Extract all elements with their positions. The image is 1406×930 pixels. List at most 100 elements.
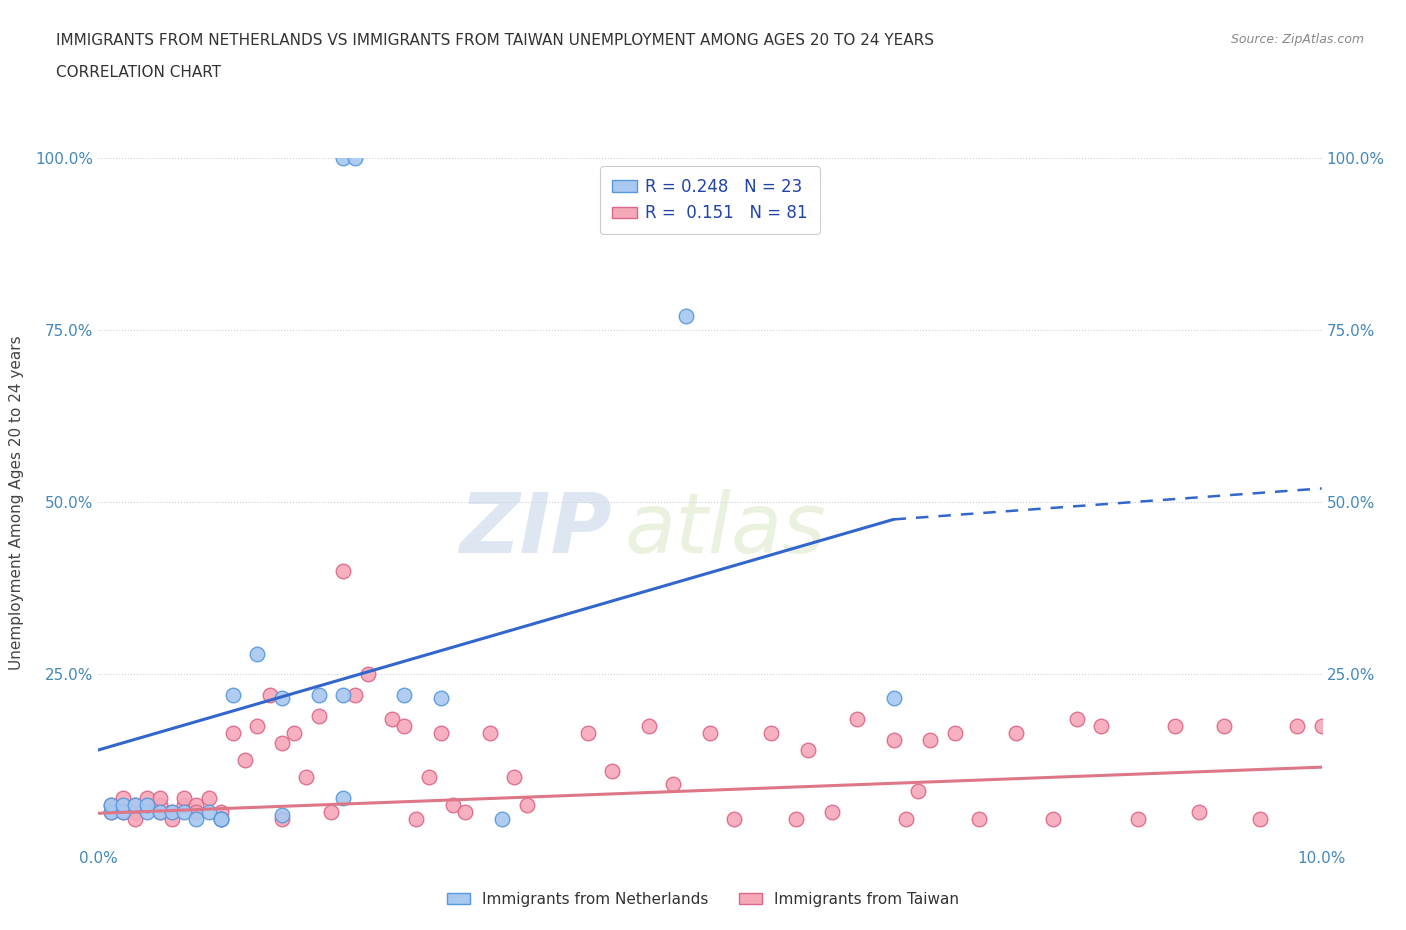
Point: [186, 811, 208, 826]
Point: [356, 667, 378, 682]
Point: [160, 811, 183, 826]
Point: [1310, 719, 1333, 734]
Point: [270, 811, 292, 826]
Point: [491, 811, 513, 826]
Point: [675, 309, 697, 324]
Point: [173, 804, 195, 819]
Point: [209, 811, 232, 826]
Point: [332, 687, 354, 702]
Point: [405, 811, 427, 826]
Point: [136, 790, 159, 805]
Point: [907, 784, 929, 799]
Point: [1188, 804, 1211, 819]
Point: [797, 742, 820, 757]
Point: [136, 798, 159, 813]
Y-axis label: Unemployment Among Ages 20 to 24 years: Unemployment Among Ages 20 to 24 years: [10, 335, 24, 670]
Point: [454, 804, 477, 819]
Point: [186, 798, 208, 813]
Point: [111, 798, 134, 813]
Point: [270, 736, 292, 751]
Point: [418, 770, 440, 785]
Point: [600, 764, 623, 778]
Point: [967, 811, 990, 826]
Point: [270, 691, 292, 706]
Point: [222, 725, 245, 740]
Point: [1042, 811, 1064, 826]
Point: [136, 798, 159, 813]
Legend: Immigrants from Netherlands, Immigrants from Taiwan: Immigrants from Netherlands, Immigrants …: [441, 886, 965, 913]
Point: [246, 646, 269, 661]
Point: [319, 804, 342, 819]
Point: [723, 811, 745, 826]
Point: [100, 798, 122, 813]
Text: atlas: atlas: [624, 489, 827, 570]
Point: [149, 804, 172, 819]
Point: [332, 790, 354, 805]
Point: [920, 732, 942, 747]
Point: [332, 151, 354, 166]
Point: [1164, 719, 1187, 734]
Point: [295, 770, 318, 785]
Point: [1090, 719, 1112, 734]
Point: [478, 725, 501, 740]
Point: [1128, 811, 1150, 826]
Point: [344, 151, 367, 166]
Point: [344, 687, 367, 702]
Point: [149, 790, 172, 805]
Point: [283, 725, 305, 740]
Point: [1212, 719, 1234, 734]
Point: [759, 725, 782, 740]
Point: [392, 719, 416, 734]
Point: [197, 804, 219, 819]
Point: [100, 798, 122, 813]
Point: [209, 811, 232, 826]
Point: [821, 804, 844, 819]
Point: [308, 708, 330, 723]
Point: [209, 811, 232, 826]
Point: [576, 725, 599, 740]
Point: [1286, 719, 1309, 734]
Point: [381, 711, 404, 726]
Text: IMMIGRANTS FROM NETHERLANDS VS IMMIGRANTS FROM TAIWAN UNEMPLOYMENT AMONG AGES 20: IMMIGRANTS FROM NETHERLANDS VS IMMIGRANT…: [56, 33, 934, 47]
Point: [222, 687, 245, 702]
Point: [149, 798, 172, 813]
Point: [883, 691, 905, 706]
Point: [785, 811, 807, 826]
Point: [270, 808, 292, 823]
Point: [124, 811, 146, 826]
Point: [160, 804, 183, 819]
Point: [246, 719, 269, 734]
Text: ZIP: ZIP: [460, 489, 612, 570]
Point: [883, 732, 905, 747]
Text: CORRELATION CHART: CORRELATION CHART: [56, 65, 221, 80]
Point: [111, 804, 134, 819]
Point: [124, 798, 146, 813]
Point: [503, 770, 526, 785]
Point: [160, 804, 183, 819]
Point: [392, 687, 416, 702]
Point: [209, 804, 232, 819]
Point: [100, 804, 122, 819]
Point: [173, 798, 195, 813]
Point: [430, 725, 453, 740]
Point: [149, 804, 172, 819]
Point: [894, 811, 917, 826]
Point: [259, 687, 281, 702]
Point: [332, 564, 354, 578]
Point: [136, 804, 159, 819]
Point: [662, 777, 685, 791]
Point: [111, 790, 134, 805]
Point: [197, 790, 219, 805]
Point: [516, 798, 538, 813]
Point: [186, 804, 208, 819]
Point: [124, 804, 146, 819]
Point: [111, 804, 134, 819]
Point: [124, 798, 146, 813]
Point: [699, 725, 721, 740]
Point: [1004, 725, 1026, 740]
Text: Source: ZipAtlas.com: Source: ZipAtlas.com: [1230, 33, 1364, 46]
Point: [173, 790, 195, 805]
Point: [1066, 711, 1088, 726]
Point: [100, 804, 122, 819]
Point: [637, 719, 661, 734]
